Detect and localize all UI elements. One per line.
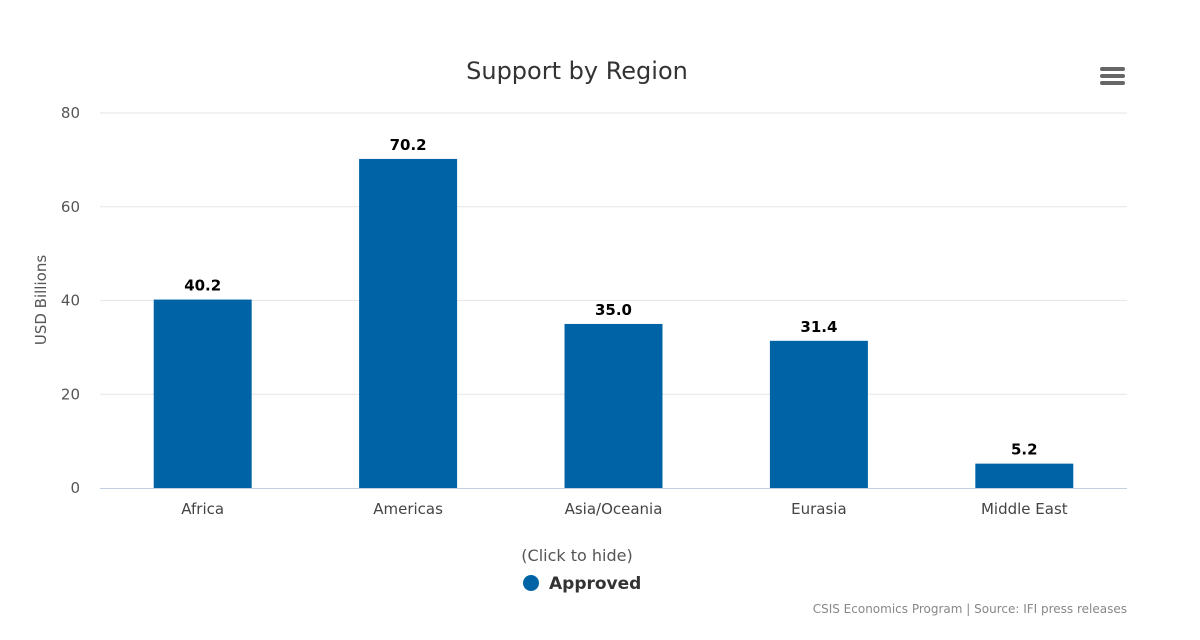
data-label: 40.2 bbox=[184, 277, 221, 295]
hamburger-menu-icon bbox=[1100, 67, 1125, 85]
x-axis-categories: Africa Americas Asia/Oceania Eurasia Middle … bbox=[181, 500, 1067, 518]
data-label: 5.2 bbox=[1011, 441, 1038, 459]
bar-americas[interactable] bbox=[359, 158, 458, 488]
legend-hint: (Click to hide) bbox=[521, 546, 632, 565]
data-label: 70.2 bbox=[390, 136, 427, 154]
x-category-label: Americas bbox=[373, 500, 443, 518]
data-labels: 40.2 70.2 35.0 31.4 5.2 bbox=[184, 136, 1037, 459]
chart-title: Support by Region bbox=[466, 57, 688, 85]
legend-label: Approved bbox=[549, 574, 641, 594]
bar-eurasia[interactable] bbox=[769, 340, 868, 488]
data-label: 35.0 bbox=[595, 301, 632, 319]
chart-credits[interactable]: CSIS Economics Program | Source: IFI pre… bbox=[813, 602, 1127, 616]
y-axis-ticks: 0 20 40 60 80 bbox=[61, 104, 80, 497]
x-category-label: Middle East bbox=[981, 500, 1068, 518]
y-tick-label: 20 bbox=[61, 385, 80, 403]
y-tick-label: 60 bbox=[61, 198, 80, 216]
x-category-label: Africa bbox=[181, 500, 224, 518]
x-category-label: Eurasia bbox=[791, 500, 847, 518]
legend-marker bbox=[523, 575, 539, 591]
data-label: 31.4 bbox=[800, 318, 837, 336]
y-tick-label: 80 bbox=[61, 104, 80, 122]
y-axis-label: USD Billions bbox=[32, 255, 50, 345]
y-tick-label: 0 bbox=[70, 479, 80, 497]
bar-asia-oceania[interactable] bbox=[564, 323, 663, 488]
bar-africa[interactable] bbox=[153, 299, 252, 488]
menu-button[interactable] bbox=[1098, 60, 1128, 90]
bars bbox=[153, 158, 1074, 488]
legend-item-approved[interactable]: Approved bbox=[523, 574, 641, 594]
x-category-label: Asia/Oceania bbox=[565, 500, 663, 518]
y-tick-label: 40 bbox=[61, 292, 80, 310]
bar-middle-east[interactable] bbox=[975, 463, 1074, 488]
